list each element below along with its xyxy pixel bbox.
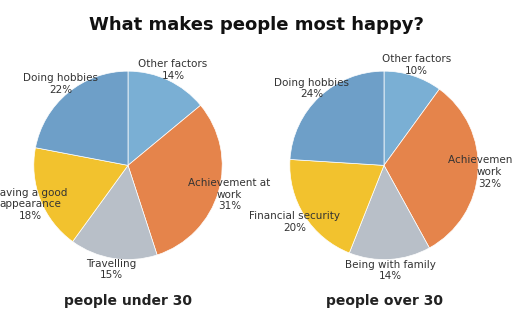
Text: Being with family
14%: Being with family 14%: [345, 260, 436, 281]
Wedge shape: [73, 165, 157, 259]
Text: Achievement at
work
31%: Achievement at work 31%: [188, 178, 270, 211]
Text: What makes people most happy?: What makes people most happy?: [89, 16, 423, 34]
Wedge shape: [34, 148, 128, 242]
Text: Doing hobbies
22%: Doing hobbies 22%: [23, 73, 98, 95]
Text: Other factors
10%: Other factors 10%: [382, 54, 451, 76]
Wedge shape: [384, 89, 478, 248]
Text: Doing hobbies
24%: Doing hobbies 24%: [274, 78, 349, 99]
Wedge shape: [290, 159, 384, 253]
Wedge shape: [35, 71, 128, 165]
Wedge shape: [349, 165, 430, 259]
Text: Achievement at
work
32%: Achievement at work 32%: [448, 156, 512, 189]
Wedge shape: [290, 71, 384, 165]
Text: people under 30: people under 30: [64, 294, 192, 308]
Text: people over 30: people over 30: [326, 294, 442, 308]
Wedge shape: [128, 105, 222, 255]
Wedge shape: [128, 71, 201, 165]
Text: Other factors
14%: Other factors 14%: [138, 59, 207, 81]
Text: Having a good
appearance
18%: Having a good appearance 18%: [0, 188, 68, 221]
Text: Financial security
20%: Financial security 20%: [249, 211, 340, 233]
Text: Travelling
15%: Travelling 15%: [87, 259, 137, 280]
Wedge shape: [384, 71, 439, 165]
